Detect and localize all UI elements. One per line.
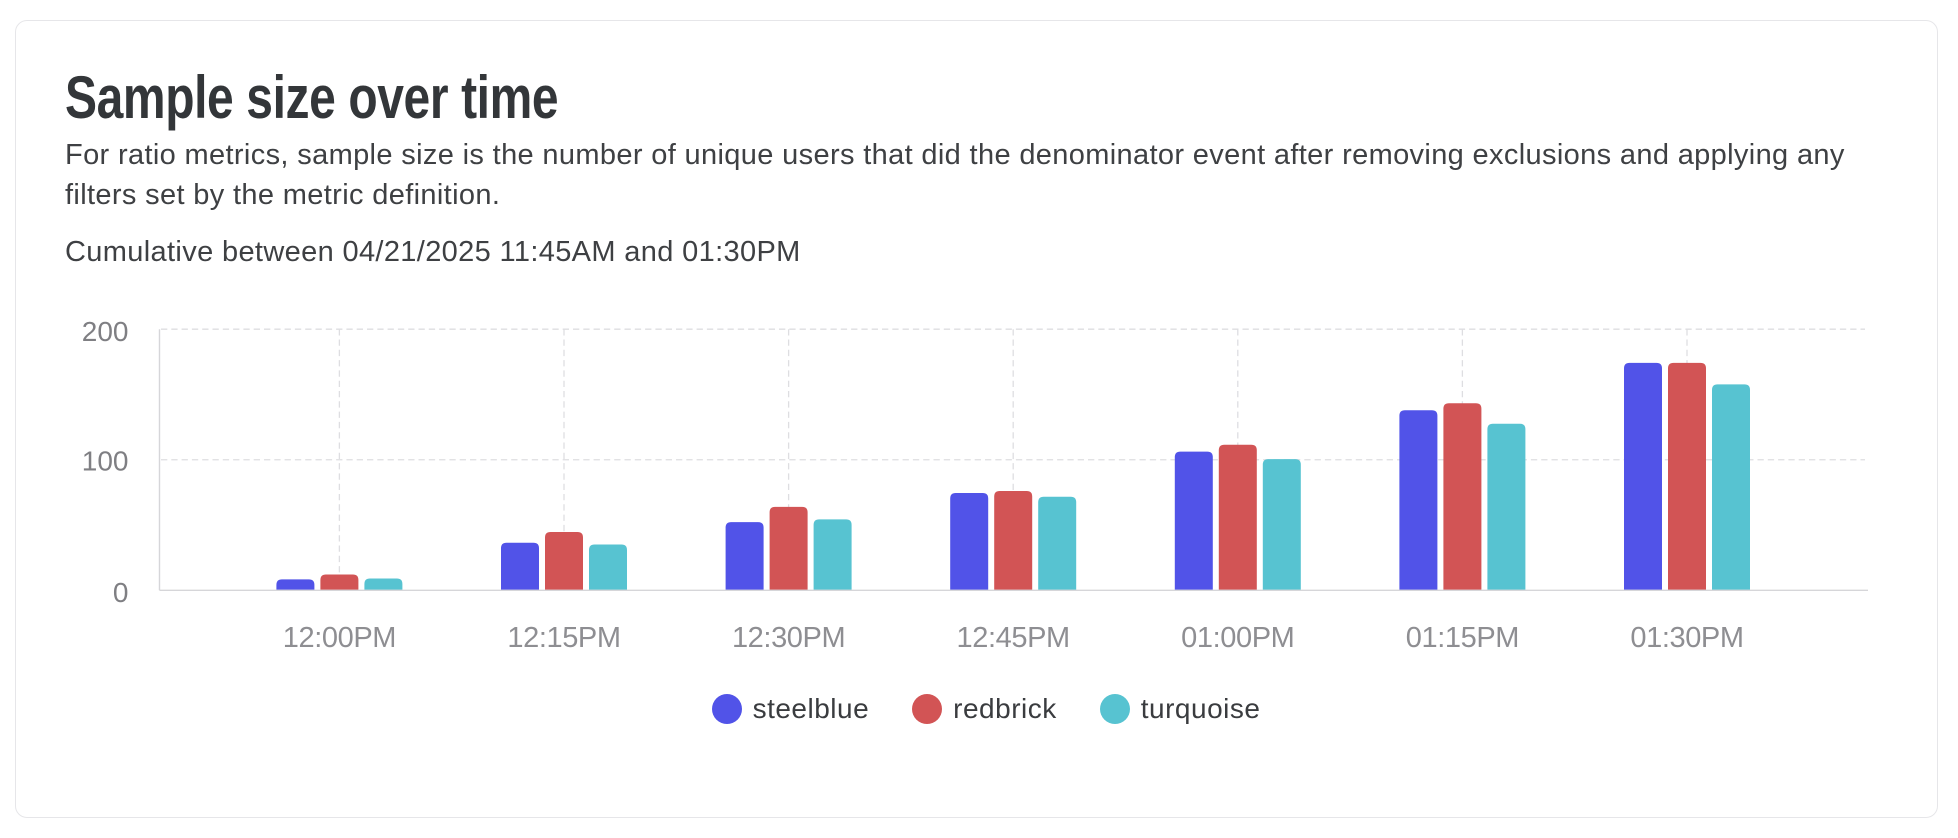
- svg-text:12:30PM: 12:30PM: [732, 622, 845, 654]
- svg-text:01:30PM: 01:30PM: [1630, 622, 1743, 654]
- svg-text:12:00PM: 12:00PM: [283, 622, 396, 654]
- svg-text:01:00PM: 01:00PM: [1181, 622, 1294, 654]
- svg-text:0: 0: [113, 577, 129, 608]
- svg-text:200: 200: [82, 316, 129, 347]
- svg-text:12:45PM: 12:45PM: [957, 622, 1070, 654]
- svg-text:12:15PM: 12:15PM: [507, 622, 620, 654]
- svg-text:100: 100: [82, 445, 129, 476]
- svg-text:01:15PM: 01:15PM: [1406, 622, 1519, 654]
